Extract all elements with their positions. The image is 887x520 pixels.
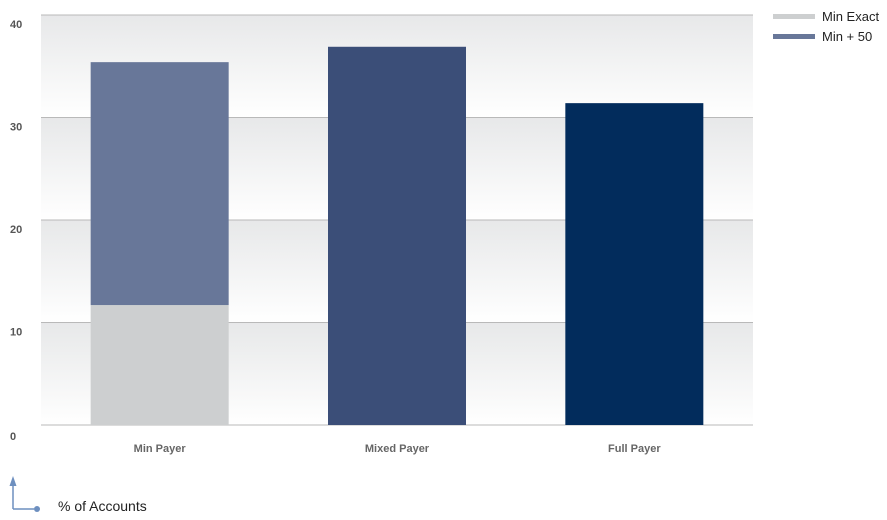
bar-segment <box>90 62 229 306</box>
y-tick-label: 30 <box>10 122 22 134</box>
legend: Min Exact Min + 50 <box>773 9 879 44</box>
x-axis-labels: Min Payer Mixed Payer Full Payer <box>134 443 662 455</box>
legend-label: Min Exact <box>822 9 879 24</box>
y-axis-unit-label: % of Accounts <box>9 476 147 514</box>
bar-segment <box>565 103 704 426</box>
y-tick-label: 0 <box>10 431 16 443</box>
x-category-label: Mixed Payer <box>365 443 430 455</box>
bars <box>90 46 704 426</box>
y-tick-label: 40 <box>10 19 22 31</box>
legend-label: Min + 50 <box>822 29 872 44</box>
x-category-label: Full Payer <box>608 443 661 455</box>
y-tick-label: 20 <box>10 224 22 236</box>
bar-segment <box>328 46 466 426</box>
bar-segment <box>90 305 229 425</box>
ylabel: % of Accounts <box>58 498 147 514</box>
y-tick-label: 10 <box>10 327 22 339</box>
axis-corner-icon <box>9 476 40 512</box>
legend-swatch <box>773 34 815 39</box>
legend-swatch <box>773 14 815 19</box>
x-category-label: Min Payer <box>134 443 187 455</box>
y-axis-ticks: 0 10 20 30 40 <box>10 19 22 443</box>
